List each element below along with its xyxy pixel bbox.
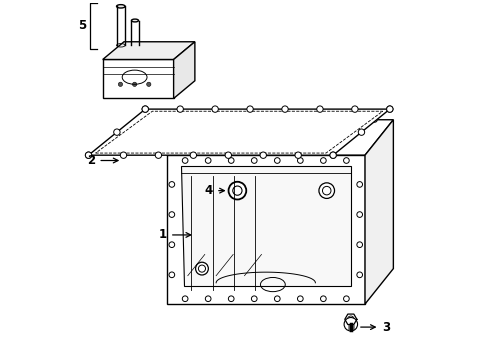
Circle shape [142,106,148,112]
Circle shape [228,182,246,199]
Circle shape [356,181,362,187]
Polygon shape [166,155,364,304]
Circle shape [274,296,280,302]
Circle shape [320,158,325,163]
Text: 5: 5 [78,19,86,32]
Polygon shape [173,42,195,99]
Circle shape [234,117,239,122]
Text: 1: 1 [159,229,190,242]
Circle shape [297,158,303,163]
Circle shape [195,262,208,275]
Circle shape [320,296,325,302]
Circle shape [251,158,257,163]
Text: 2: 2 [87,154,118,167]
Circle shape [85,152,92,158]
Text: 3: 3 [360,321,389,334]
Polygon shape [88,109,389,155]
Circle shape [318,183,334,198]
Circle shape [303,117,307,122]
Circle shape [118,82,122,86]
Circle shape [297,296,303,302]
Circle shape [232,186,242,195]
Circle shape [257,117,262,122]
Circle shape [228,158,234,163]
Polygon shape [364,120,392,304]
Circle shape [274,158,280,163]
Circle shape [356,272,362,278]
Circle shape [132,82,137,86]
Circle shape [294,152,301,158]
Circle shape [344,318,357,331]
Circle shape [325,117,330,122]
Circle shape [358,129,364,135]
Polygon shape [166,120,392,155]
Circle shape [251,296,257,302]
Circle shape [281,106,287,112]
Ellipse shape [116,5,125,8]
Circle shape [155,152,161,158]
Circle shape [386,106,392,112]
Text: 4: 4 [204,184,224,197]
Circle shape [228,296,234,302]
Circle shape [182,296,187,302]
Circle shape [169,212,174,217]
Circle shape [211,106,218,112]
Circle shape [329,152,336,158]
Circle shape [343,158,348,163]
Circle shape [280,117,285,122]
Circle shape [169,272,174,278]
Circle shape [169,242,174,248]
Circle shape [205,158,211,163]
Circle shape [356,212,362,217]
Circle shape [146,82,151,86]
Circle shape [329,152,336,158]
Polygon shape [102,42,195,59]
Circle shape [211,117,216,122]
Circle shape [169,181,174,187]
Circle shape [114,129,120,135]
Circle shape [85,152,92,158]
Circle shape [316,106,323,112]
Circle shape [386,106,392,112]
Circle shape [182,158,187,163]
Ellipse shape [131,19,138,22]
Circle shape [177,106,183,112]
Circle shape [356,242,362,248]
Circle shape [246,106,253,112]
Circle shape [224,152,231,158]
Circle shape [348,117,353,122]
Circle shape [343,296,348,302]
Circle shape [205,296,211,302]
Circle shape [371,117,376,122]
Circle shape [351,106,357,112]
Circle shape [260,152,266,158]
Polygon shape [181,166,350,286]
Circle shape [120,152,126,158]
Circle shape [142,106,148,112]
Circle shape [190,152,196,158]
Polygon shape [102,59,173,99]
